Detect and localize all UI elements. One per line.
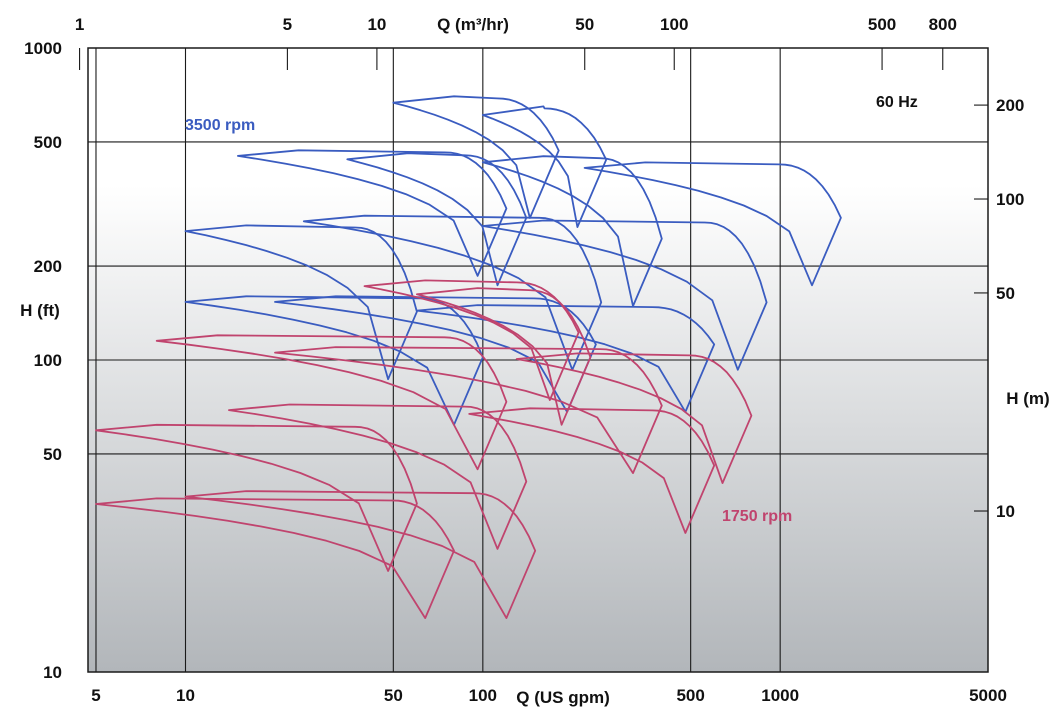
y-axis-title-right: H (m) [1006,389,1049,408]
curve-3500-rpm-1 [481,105,608,228]
curve-1750-rpm-9 [184,490,537,619]
y-tick-label-right: 200 [996,96,1024,115]
curve-1750-rpm-3 [274,346,663,474]
curve-3500-rpm-9 [184,295,484,426]
tick-labels: 5 10 50 100 500 1000 5000 1 5 10 50 100 500 800 10 50 10… [24,15,1024,705]
curve-3500-rpm-5 [583,161,842,287]
annotation-60-hz: 60 Hz [876,94,918,111]
y-tick-label-left: 1000 [24,39,62,58]
x-tick-label-top: 5 [283,15,292,34]
y-tick-label-left: 10 [43,663,62,682]
x-tick-label-bottom: 5000 [969,686,1007,705]
y-tick-label-left: 200 [34,257,62,276]
x-tick-label-bottom: 1000 [761,686,799,705]
curve-1750-rpm-8 [95,497,455,619]
curve-3500-rpm-10 [274,295,597,413]
curve-3500-rpm-4 [481,155,663,307]
curve-3500-rpm-0 [392,95,560,219]
y-tick-label-left: 50 [43,445,62,464]
x-tick-label-bottom: 100 [469,686,497,705]
curve-1750-rpm-5 [95,423,418,572]
x-tick-label-top: 800 [929,15,957,34]
annotation-1750-rpm: 1750 rpm [722,508,792,525]
x-tick-label-top: 1 [75,15,84,34]
curve-3500-rpm-2 [237,149,508,277]
x-tick-label-bottom: 10 [176,686,195,705]
y-tick-label-right: 100 [996,190,1024,209]
curve-3500-rpm-8 [481,219,768,371]
curve-1750-rpm-0 [363,279,580,401]
curve-1750-rpm-6 [228,403,528,550]
x-tick-label-top: 50 [575,15,594,34]
x-axis-title-bottom: Q (US gpm) [516,688,610,707]
x-tick-label-bottom: 500 [676,686,704,705]
y-tick-label-left: 100 [34,351,62,370]
y-tick-label-left: 500 [34,133,62,152]
x-axis-title-top: Q (m³/hr) [437,15,509,34]
curve-3500-rpm-7 [302,214,603,371]
x-tick-label-top: 100 [660,15,688,34]
y-tick-label-right: 50 [996,284,1015,303]
x-tick-label-top: 10 [367,15,386,34]
curves [95,95,842,619]
curve-1750-rpm-2 [155,334,508,471]
curve-1750-rpm-7 [468,407,716,534]
x-tick-label-top: 500 [868,15,896,34]
curve-3500-rpm-11 [416,304,716,413]
x-tick-label-bottom: 50 [384,686,403,705]
y-axis-title-left: H (ft) [20,301,60,320]
curve-1750-rpm-4 [515,352,753,484]
y-tick-label-right: 10 [996,502,1015,521]
plot-frame [87,47,989,673]
x-tick-label-bottom: 5 [91,686,100,705]
annotation-3500-rpm: 3500 rpm [185,117,255,134]
curve-3500-rpm-6 [184,224,418,381]
curve-3500-rpm-3 [346,152,528,287]
